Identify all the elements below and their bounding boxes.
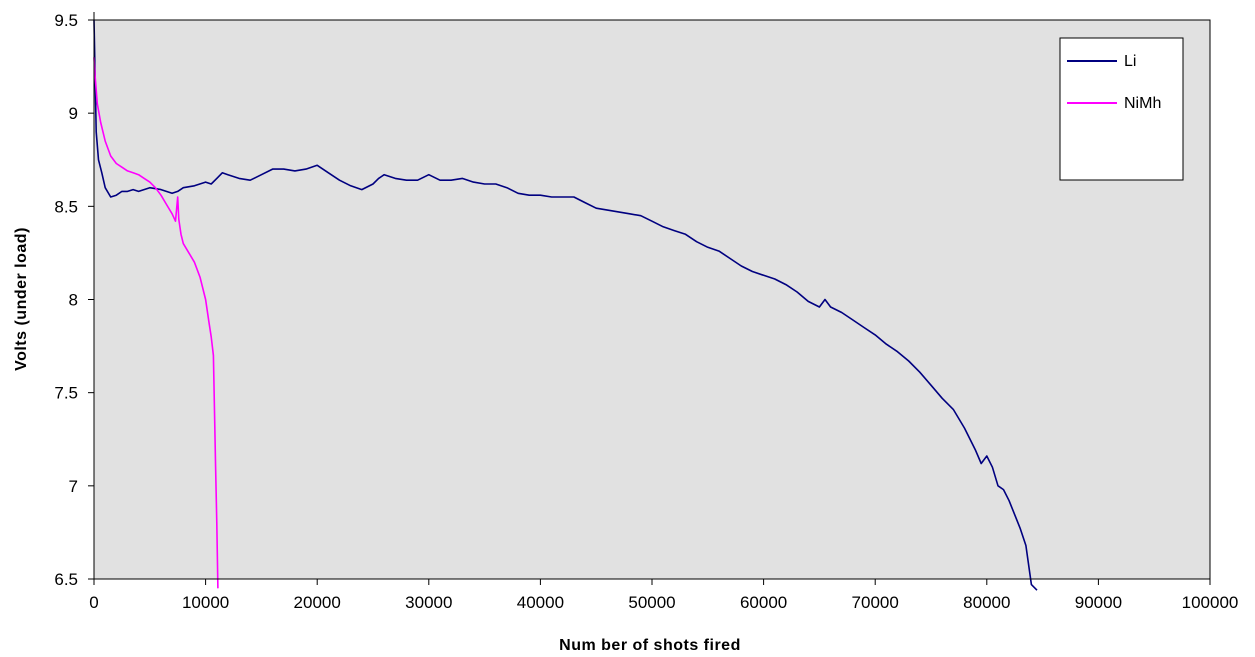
x-tick-label: 80000 [963, 593, 1010, 612]
x-tick-label: 0 [89, 593, 98, 612]
legend-label-li: Li [1124, 53, 1136, 70]
x-tick-label: 50000 [628, 593, 675, 612]
series-group [93, 19, 1038, 591]
plot-area-background [93, 19, 1211, 580]
series-line-li [93, 19, 1038, 591]
legend-label-nimh: NiMh [1124, 95, 1161, 112]
legend-box [1059, 37, 1184, 181]
axes-group [88, 12, 1211, 585]
x-tick-label: 60000 [740, 593, 787, 612]
y-tick-labels: 9.5 9 8.5 8 7.5 7 6.5 [54, 11, 78, 589]
legend: Li NiMh [1059, 37, 1184, 181]
y-tick-label: 9 [69, 104, 78, 123]
x-tick-label: 20000 [294, 593, 341, 612]
y-tick-label: 7 [69, 477, 78, 496]
x-axis-title: Num ber of shots fired [559, 637, 741, 654]
x-tick-label: 100000 [1182, 593, 1239, 612]
x-tick-labels: 0 10000 20000 30000 40000 50000 60000 70000 8000… [89, 593, 1238, 612]
y-tick-label: 6.5 [54, 570, 78, 589]
x-tick-label: 90000 [1075, 593, 1122, 612]
x-tick-label: 70000 [852, 593, 899, 612]
series-line-nimh [93, 57, 219, 589]
y-tick-label: 8.5 [54, 197, 78, 216]
y-tick-label: 7.5 [54, 384, 78, 403]
x-tick-label: 40000 [517, 593, 564, 612]
x-tick-label: 30000 [405, 593, 452, 612]
x-tick-label: 10000 [182, 593, 229, 612]
y-tick-label: 8 [69, 291, 78, 310]
y-tick-label: 9.5 [54, 11, 78, 30]
y-axis-title: Volts (under load) [13, 227, 30, 371]
